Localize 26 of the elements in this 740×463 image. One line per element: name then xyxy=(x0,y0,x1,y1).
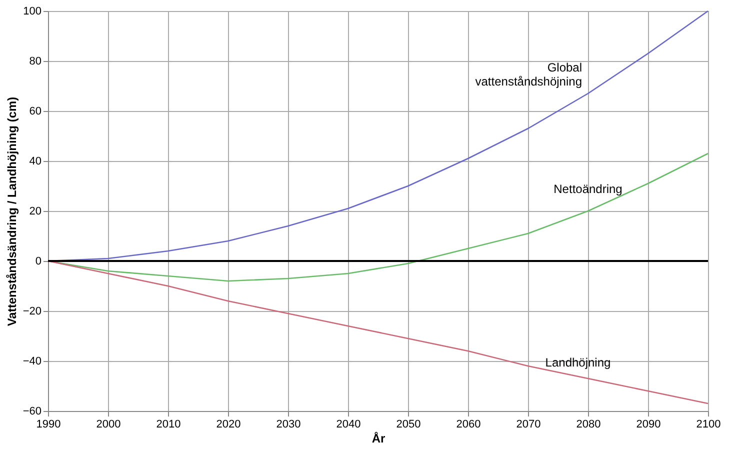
y-tick-label: 40 xyxy=(29,156,42,168)
x-tick-label: 2010 xyxy=(156,418,181,430)
x-tick-label: 2020 xyxy=(216,418,241,430)
series-label: Landhöjning xyxy=(545,356,611,370)
x-axis-title: År xyxy=(372,432,386,446)
y-tick-label: 0 xyxy=(35,256,42,268)
y-tick-label: 20 xyxy=(29,206,42,218)
x-tick-label: 2100 xyxy=(696,418,721,430)
x-tick-label: 2000 xyxy=(96,418,121,430)
y-tick-label: −20 xyxy=(22,306,42,318)
x-tick-label: 1990 xyxy=(36,418,61,430)
x-tick-label: 2040 xyxy=(336,418,361,430)
y-tick-label: 100 xyxy=(23,6,42,18)
x-tick-label: 2090 xyxy=(636,418,661,430)
x-tick-label: 2060 xyxy=(456,418,481,430)
x-tick-label: 2080 xyxy=(576,418,601,430)
y-tick-label: −60 xyxy=(22,406,42,418)
x-tick-label: 2050 xyxy=(396,418,421,430)
y-tick-label: 80 xyxy=(29,56,42,68)
series-label: Global vattenståndshöjning xyxy=(475,60,582,88)
y-tick-label: 60 xyxy=(29,106,42,118)
y-axis-title: Vattenståndsändring / Landhöjning (cm) xyxy=(4,96,19,326)
x-tick-label: 2030 xyxy=(276,418,301,430)
x-tick-label: 2070 xyxy=(516,418,541,430)
y-tick-label: −40 xyxy=(22,356,42,368)
series-label: Nettoändring xyxy=(554,182,622,196)
